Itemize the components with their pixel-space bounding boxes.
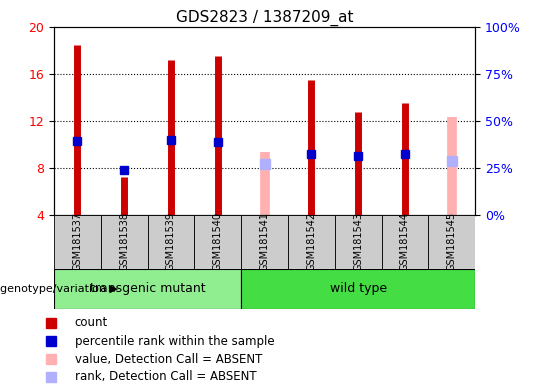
Text: GSM181542: GSM181542 — [306, 212, 316, 271]
Text: genotype/variation ▶: genotype/variation ▶ — [0, 284, 118, 294]
Bar — [194, 215, 241, 269]
Bar — [382, 215, 428, 269]
Bar — [288, 215, 335, 269]
Text: GSM181540: GSM181540 — [213, 212, 223, 271]
Bar — [428, 215, 475, 269]
Text: wild type: wild type — [329, 283, 387, 295]
Bar — [241, 269, 475, 309]
Bar — [147, 215, 194, 269]
Text: GSM181545: GSM181545 — [447, 212, 457, 271]
Text: rank, Detection Call = ABSENT: rank, Detection Call = ABSENT — [75, 370, 256, 383]
Bar — [335, 215, 382, 269]
Text: value, Detection Call = ABSENT: value, Detection Call = ABSENT — [75, 353, 262, 366]
Text: GSM181543: GSM181543 — [353, 212, 363, 271]
Text: transgenic mutant: transgenic mutant — [90, 283, 205, 295]
Bar — [54, 269, 241, 309]
Title: GDS2823 / 1387209_at: GDS2823 / 1387209_at — [176, 9, 353, 25]
Text: count: count — [75, 316, 108, 329]
Text: GSM181541: GSM181541 — [260, 212, 269, 271]
Bar — [101, 215, 147, 269]
Text: GSM181538: GSM181538 — [119, 212, 129, 271]
Text: percentile rank within the sample: percentile rank within the sample — [75, 335, 274, 348]
Text: GSM181539: GSM181539 — [166, 212, 176, 271]
Text: GSM181537: GSM181537 — [72, 212, 83, 271]
Bar — [241, 215, 288, 269]
Text: GSM181544: GSM181544 — [400, 212, 410, 271]
Bar — [54, 215, 101, 269]
